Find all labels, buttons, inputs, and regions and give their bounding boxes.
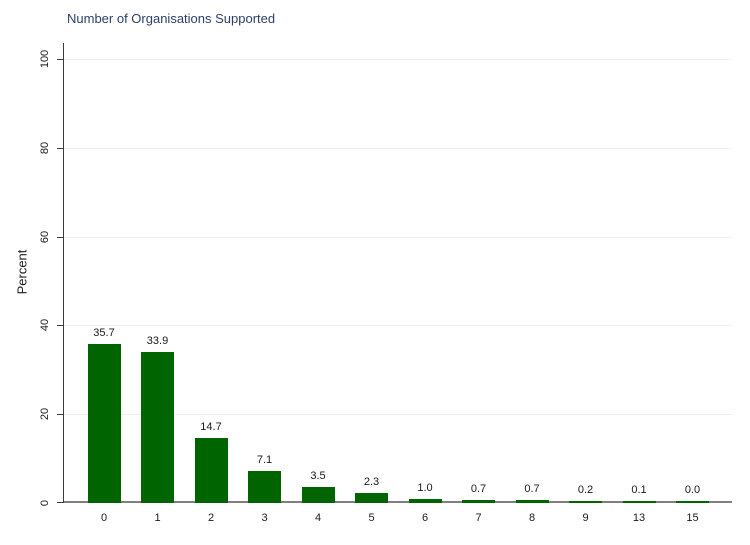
x-tick-label: 1	[154, 512, 161, 524]
y-tick-label: 60	[39, 230, 51, 244]
bar-value-label: 0.2	[577, 484, 594, 496]
bar	[676, 501, 709, 503]
bar	[515, 500, 549, 503]
gridline	[64, 148, 732, 149]
x-tick-label: 8	[528, 512, 536, 524]
bar-value-label: 0.0	[684, 484, 701, 496]
y-axis-tick	[57, 148, 64, 149]
y-axis-tick	[57, 502, 64, 503]
y-axis-tick	[57, 59, 64, 60]
x-tick-label: 6	[421, 512, 429, 524]
y-tick-label: 100	[39, 49, 51, 69]
bar-value-label: 14.7	[200, 421, 222, 433]
bar	[248, 471, 281, 503]
bar	[462, 500, 495, 503]
bar	[194, 438, 228, 503]
bar	[87, 344, 121, 503]
y-axis-tick	[57, 414, 64, 415]
x-tick-label: 7	[475, 512, 482, 524]
bar	[569, 501, 602, 503]
bar-value-label: 7.1	[256, 454, 273, 466]
bar	[141, 352, 174, 503]
bar	[355, 493, 388, 503]
chart-title: Number of Organisations Supported	[67, 11, 276, 26]
gridline	[64, 414, 732, 415]
bar-value-label: 35.7	[93, 327, 115, 339]
bar-value-label: 2.3	[363, 476, 380, 488]
gridline	[64, 59, 732, 60]
plot-area: 35.7 0 33.9 1 14.7 2 7.1 3 3.5 4 2.3 5 1.0 6 0.7 7 0.7 8 0…	[57, 43, 732, 524]
bar	[408, 499, 442, 503]
gridline	[64, 237, 732, 238]
y-axis-tick	[57, 325, 64, 326]
x-tick-label: 15	[686, 512, 699, 524]
x-tick-label: 5	[368, 512, 375, 524]
bar-value-label: 1.0	[417, 482, 433, 494]
x-tick-label: 13	[632, 512, 646, 524]
y-tick-label: 20	[39, 407, 51, 421]
y-tick-label: 0	[39, 499, 51, 507]
x-tick-label: 9	[582, 512, 589, 524]
bar	[622, 501, 656, 503]
y-axis-tick	[57, 237, 64, 238]
y-tick-label: 80	[39, 141, 51, 155]
bar-value-label: 0.1	[631, 484, 647, 496]
bar-value-label: 3.5	[310, 470, 326, 482]
x-tick-label: 0	[100, 512, 108, 524]
x-tick-label: 3	[261, 512, 268, 524]
x-tick-label: 2	[207, 512, 215, 524]
bar-value-label: 33.9	[146, 335, 169, 347]
bar-value-label: 0.7	[524, 483, 540, 495]
bar	[301, 487, 335, 503]
x-tick-label: 4	[314, 512, 322, 524]
gridline	[64, 325, 732, 326]
x-axis-line	[64, 501, 732, 503]
y-tick-label: 40	[39, 318, 51, 332]
y-axis-label: Percent	[14, 249, 30, 295]
bar-value-label: 0.7	[470, 483, 487, 495]
